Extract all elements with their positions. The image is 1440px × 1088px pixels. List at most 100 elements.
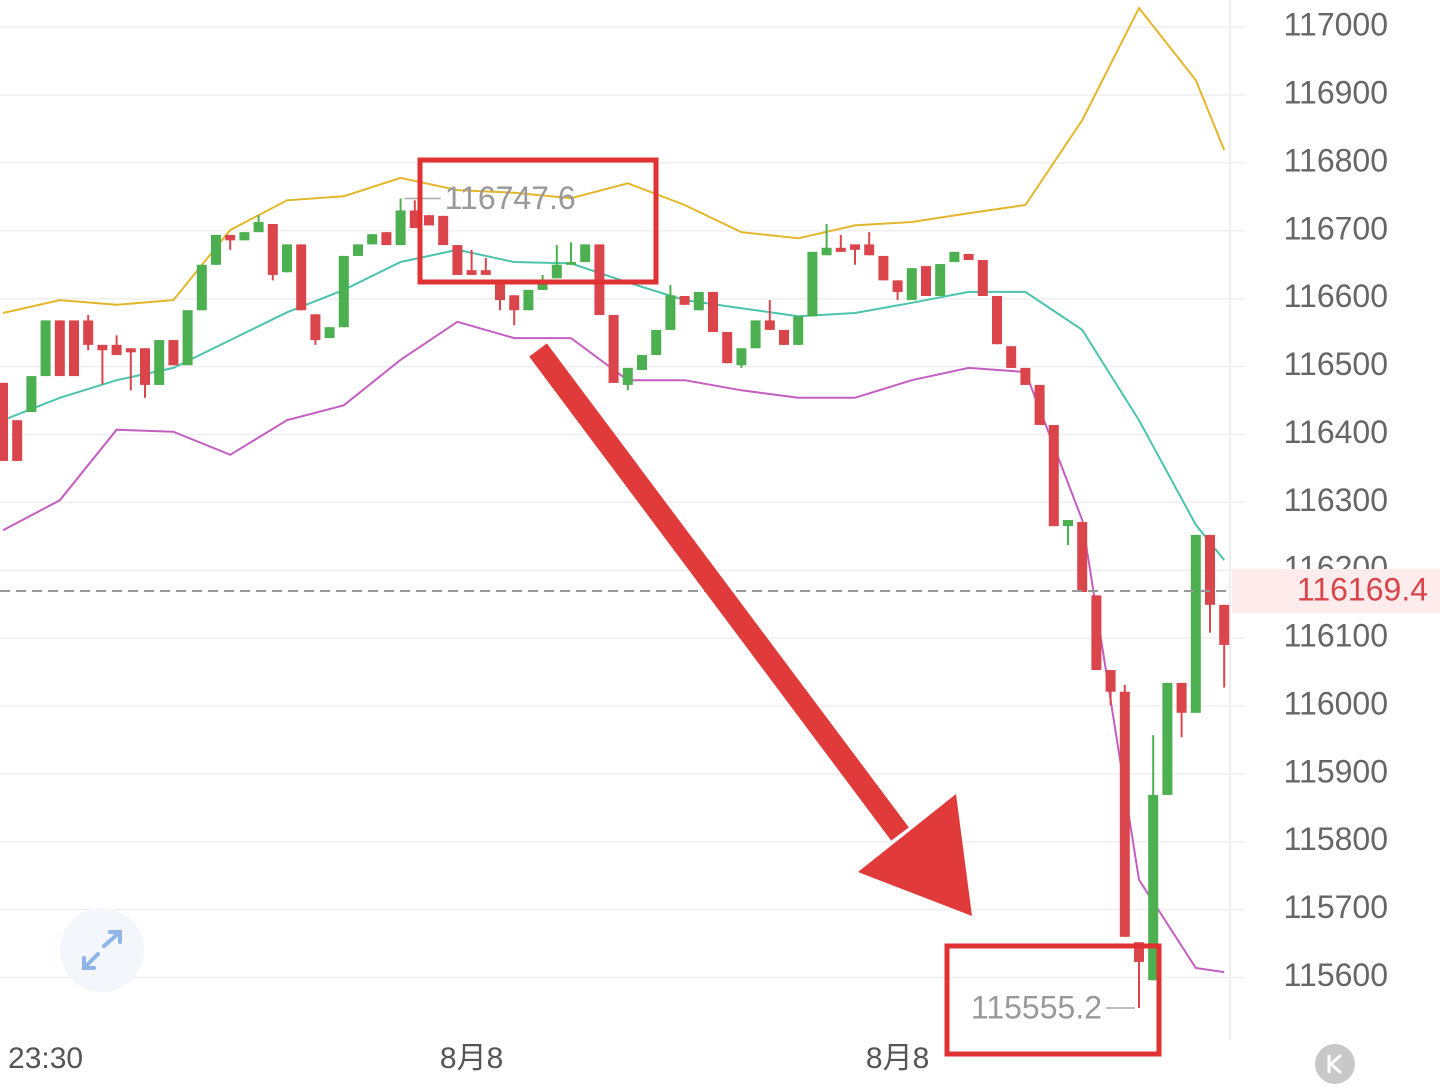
candle-body bbox=[551, 264, 562, 279]
candle-body bbox=[466, 270, 477, 275]
highlight-box bbox=[944, 943, 1162, 1057]
y-tick-label: 116700 bbox=[1284, 210, 1388, 246]
candle-body bbox=[438, 215, 449, 246]
candle-body bbox=[779, 329, 789, 345]
y-tick-label: 116800 bbox=[1284, 142, 1388, 178]
arrow-shaft bbox=[529, 343, 909, 841]
candle-body bbox=[537, 280, 548, 290]
candle-body bbox=[367, 234, 378, 245]
candle-body bbox=[821, 247, 832, 256]
candle-body bbox=[12, 420, 23, 461]
candle-body bbox=[480, 270, 491, 275]
candle-body bbox=[424, 215, 434, 226]
candle-body bbox=[1063, 520, 1073, 527]
candle-body bbox=[892, 280, 903, 292]
candle-body bbox=[807, 251, 818, 317]
candle-body bbox=[296, 244, 307, 311]
candle-body bbox=[26, 376, 37, 413]
candle-body bbox=[239, 232, 250, 241]
candle-body bbox=[622, 367, 633, 385]
y-tick-label: 116000 bbox=[1284, 685, 1388, 721]
candle-body bbox=[850, 244, 860, 250]
candle-body bbox=[111, 344, 122, 356]
y-tick-label: 116500 bbox=[1284, 346, 1388, 382]
candle-body bbox=[1190, 534, 1201, 713]
candle-body bbox=[409, 210, 420, 229]
arrow-head bbox=[858, 794, 972, 916]
candle-body bbox=[125, 348, 136, 353]
x-tick-label: 8月8 bbox=[440, 1042, 503, 1075]
annotation-layer: 116169.4 116747.6 115555.2 bbox=[0, 180, 1440, 1025]
candle-body bbox=[992, 295, 1002, 345]
candle-body bbox=[509, 295, 520, 311]
candle-body bbox=[665, 295, 676, 330]
candle-body bbox=[963, 253, 974, 260]
candle-body bbox=[722, 331, 733, 364]
y-tick-label: 116100 bbox=[1284, 618, 1388, 654]
candle-body bbox=[935, 264, 946, 296]
last-price-label: 116169.4 bbox=[1297, 571, 1428, 607]
candle-body bbox=[40, 320, 51, 377]
candle-body bbox=[637, 355, 647, 370]
y-tick-label: 116300 bbox=[1284, 482, 1388, 518]
candle-body bbox=[1105, 670, 1116, 692]
candle-body bbox=[353, 244, 363, 256]
candle-body bbox=[338, 255, 349, 328]
candle-body bbox=[154, 340, 165, 385]
candle-body bbox=[921, 266, 931, 296]
candle-body bbox=[1034, 384, 1045, 425]
candle-body bbox=[1077, 522, 1088, 592]
candle-body bbox=[864, 244, 875, 256]
candle-body bbox=[566, 262, 576, 265]
k-button[interactable] bbox=[1315, 1044, 1355, 1084]
y-tick-label: 115900 bbox=[1284, 753, 1388, 789]
candle-body bbox=[1006, 346, 1017, 368]
candle-body bbox=[679, 295, 690, 305]
candle-body bbox=[381, 232, 392, 246]
candle-body bbox=[168, 340, 179, 366]
candle-body bbox=[196, 264, 207, 311]
candle-body bbox=[310, 314, 321, 341]
candle-body bbox=[83, 320, 94, 345]
expand-icon bbox=[82, 930, 122, 970]
candle-body bbox=[1119, 691, 1130, 937]
candle-body bbox=[1148, 794, 1159, 981]
candle-body bbox=[225, 234, 236, 241]
candle-body bbox=[1048, 424, 1059, 527]
candle-body bbox=[693, 291, 704, 311]
candle-body bbox=[140, 348, 150, 385]
y-tick-label: 115800 bbox=[1284, 821, 1388, 857]
candle-body bbox=[750, 320, 761, 349]
y-tick-label: 116900 bbox=[1284, 74, 1388, 110]
grid-layer: 1156001157001158001159001160001161001162… bbox=[0, 7, 1388, 1075]
candle-body bbox=[54, 320, 65, 377]
candle-body bbox=[1176, 682, 1187, 713]
candle-body bbox=[1205, 534, 1215, 605]
candle-body bbox=[495, 282, 505, 301]
candle-body bbox=[608, 314, 619, 383]
last-price-box bbox=[1232, 569, 1440, 614]
candle-body bbox=[736, 348, 747, 366]
candle-body bbox=[977, 260, 988, 296]
candles-layer bbox=[0, 198, 1230, 1008]
candle-body bbox=[949, 251, 960, 263]
candle-body bbox=[764, 320, 775, 330]
candle-body bbox=[906, 268, 917, 301]
highlight-box bbox=[417, 157, 659, 285]
candle-body bbox=[651, 329, 662, 356]
y-tick-label: 115700 bbox=[1284, 889, 1388, 925]
candle-body bbox=[211, 234, 221, 265]
expand-button[interactable] bbox=[60, 908, 144, 992]
max-marker-label: 116747.6 bbox=[445, 180, 576, 216]
candle-body bbox=[395, 210, 406, 246]
candle-body bbox=[324, 327, 335, 339]
candle-body bbox=[1020, 367, 1031, 385]
candle-body bbox=[253, 221, 264, 233]
candle-body bbox=[452, 245, 463, 275]
x-tick-label: 8月8 bbox=[866, 1042, 929, 1075]
candle-body bbox=[182, 310, 193, 366]
candle-body bbox=[835, 247, 846, 252]
x-tick-label: 23:30 bbox=[8, 1042, 83, 1075]
